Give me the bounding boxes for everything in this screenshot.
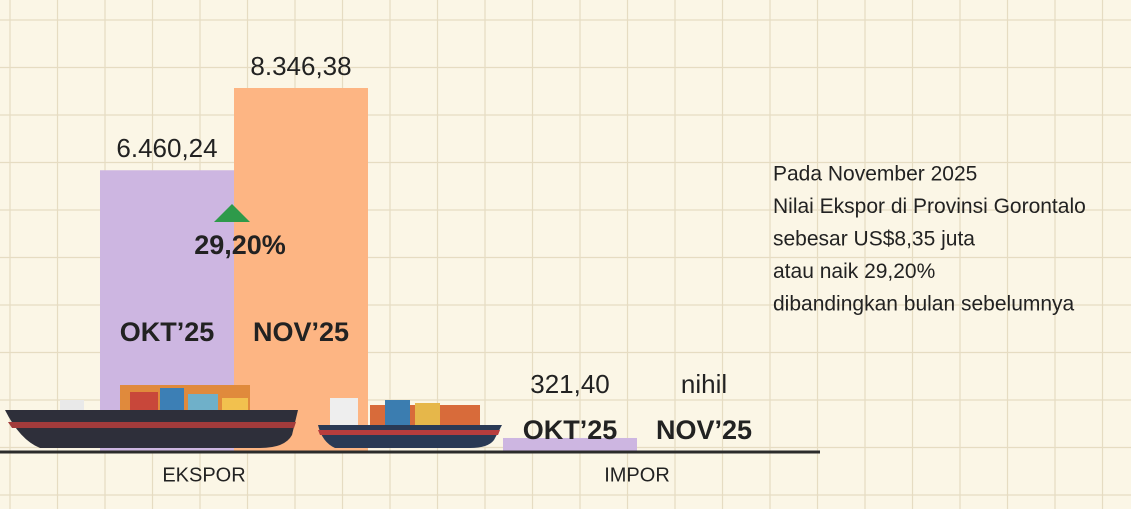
value-label: nihil bbox=[681, 369, 727, 399]
value-label: 6.460,24 bbox=[116, 133, 217, 163]
note-line: sebesar US$8,35 juta bbox=[773, 228, 975, 251]
note: Pada November 2025 Nilai Ekspor di Provin… bbox=[773, 163, 1086, 316]
bar bbox=[503, 437, 637, 452]
series-label: OKT’25 bbox=[523, 415, 618, 445]
note-line: Pada November 2025 bbox=[773, 163, 977, 186]
category-label: IMPOR bbox=[604, 464, 670, 486]
value-label: 321,40 bbox=[530, 369, 610, 399]
increase-arrow bbox=[214, 204, 250, 222]
change-label: 29,20% bbox=[194, 230, 286, 260]
bar bbox=[234, 88, 368, 452]
series-label: OKT’25 bbox=[120, 317, 215, 347]
series-label: NOV’25 bbox=[253, 317, 349, 347]
note-line: Nilai Ekspor di Provinsi Gorontalo bbox=[773, 195, 1086, 218]
value-label: 8.346,38 bbox=[250, 51, 351, 81]
ship-small bbox=[318, 398, 502, 448]
note-line: atau naik 29,20% bbox=[773, 260, 935, 283]
ship-large bbox=[5, 385, 298, 448]
note-line: dibandingkan bulan sebelumnya bbox=[773, 293, 1075, 316]
category-label: EKSPOR bbox=[162, 464, 245, 486]
series-label: NOV’25 bbox=[656, 415, 752, 445]
